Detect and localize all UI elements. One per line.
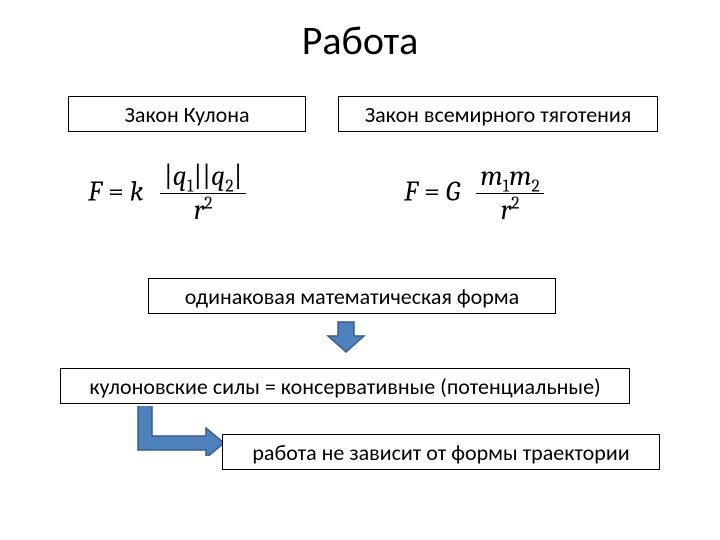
box-path-independent: работа не зависит от формы траектории (222, 434, 660, 470)
page-title: Работа (0, 16, 720, 65)
box-conservative: кулоновские силы = консервативные (потен… (60, 368, 630, 404)
formula-gravity: F = G m1m2 r2 (404, 162, 544, 226)
gravity-fraction: m1m2 r2 (476, 162, 543, 226)
coulomb-fraction: |q1||q2| r2 (160, 162, 247, 226)
arrow-elbow-icon (136, 406, 226, 456)
box-gravity-law: Закон всемирного тяготения (338, 96, 658, 132)
coulomb-F: F (88, 175, 102, 207)
coulomb-eq: = (102, 175, 130, 207)
box-same-form: одинаковая математическая форма (148, 278, 556, 314)
gravity-G: G (446, 175, 460, 207)
slide: Работа Закон Кулона Закон всемирного тяг… (0, 0, 720, 540)
arrow-down-icon (326, 320, 366, 354)
formula-coulomb: F = k |q1||q2| r2 (88, 162, 246, 226)
box-coulomb-law: Закон Кулона (68, 96, 306, 132)
gravity-F: F (404, 175, 418, 207)
coulomb-k: k (130, 175, 144, 207)
gravity-eq: = (418, 175, 446, 207)
